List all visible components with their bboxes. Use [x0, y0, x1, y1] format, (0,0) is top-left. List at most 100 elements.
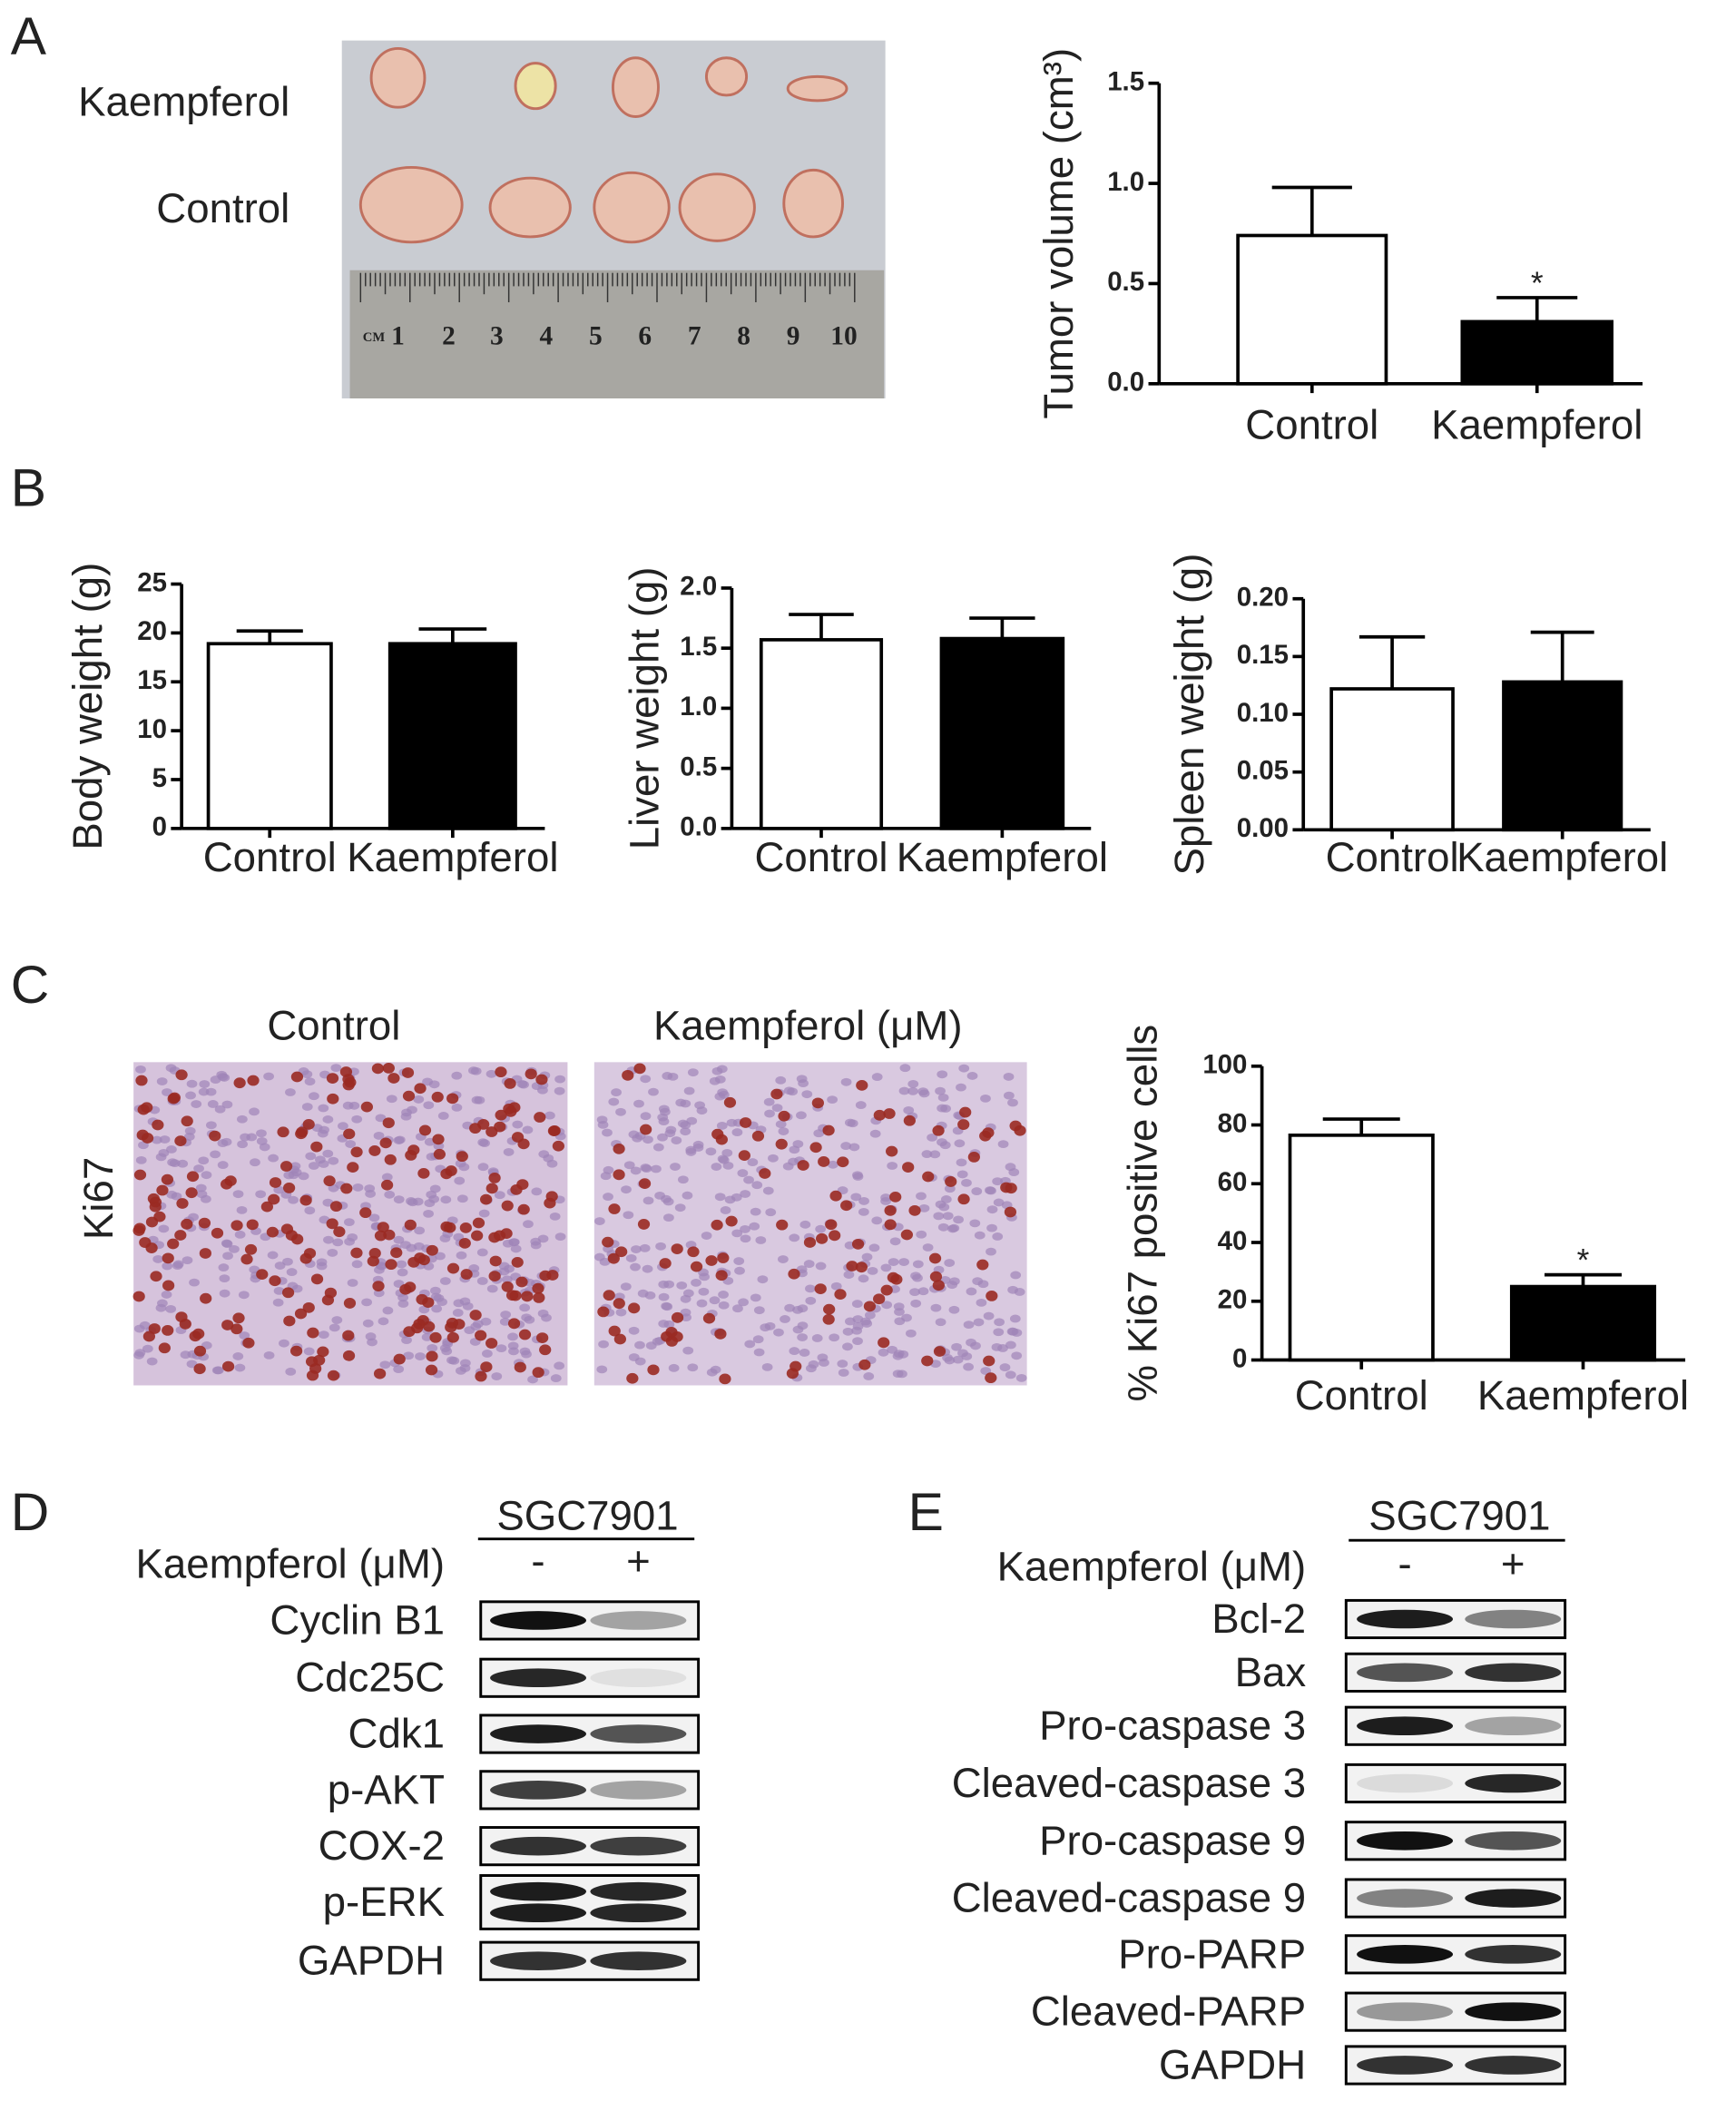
stained-nucleus — [687, 1246, 700, 1258]
cell — [880, 1263, 892, 1272]
cell — [1005, 1163, 1016, 1172]
cell — [415, 1352, 426, 1360]
cell — [439, 1277, 451, 1285]
stained-nucleus — [715, 1270, 728, 1281]
cell — [676, 1281, 688, 1290]
stained-nucleus — [269, 1275, 281, 1287]
stained-nucleus — [221, 1320, 234, 1330]
stained-nucleus — [536, 1332, 549, 1343]
cell — [751, 1181, 763, 1190]
cell — [922, 1243, 934, 1252]
cell — [196, 1190, 208, 1199]
stained-nucleus — [368, 1145, 381, 1156]
stained-nucleus — [671, 1311, 684, 1323]
cell — [977, 1280, 989, 1289]
stained-nucleus — [296, 1126, 309, 1138]
cell — [797, 1321, 809, 1330]
cell — [468, 1066, 479, 1075]
stained-nucleus — [393, 1353, 406, 1365]
stained-nucleus — [192, 1328, 205, 1340]
cell — [763, 1097, 775, 1106]
cell — [750, 1293, 761, 1302]
stained-nucleus — [945, 1176, 957, 1187]
stained-nucleus — [168, 1092, 181, 1104]
stained-nucleus — [825, 1219, 838, 1231]
cell — [328, 1156, 339, 1165]
stained-nucleus — [933, 1346, 946, 1357]
stained-nucleus — [886, 1145, 898, 1157]
cell — [347, 1233, 358, 1242]
stained-nucleus — [873, 1293, 886, 1305]
stained-nucleus — [266, 1226, 279, 1238]
cell — [155, 1153, 167, 1162]
cell — [956, 1158, 967, 1167]
cell — [687, 1363, 699, 1372]
cell — [268, 1154, 279, 1163]
cell — [322, 1115, 334, 1124]
cell — [1009, 1314, 1021, 1323]
blot-row-label: Cdk1 — [348, 1711, 445, 1757]
stained-nucleus — [425, 1364, 438, 1376]
cell — [706, 1368, 718, 1377]
stained-nucleus — [932, 1124, 945, 1136]
cell — [865, 1311, 876, 1320]
cell — [454, 1176, 466, 1185]
cell — [206, 1121, 217, 1130]
y-tick-label: 20 — [1218, 1285, 1248, 1315]
stained-nucleus — [929, 1271, 943, 1282]
x-tick-label: Control — [1245, 401, 1378, 447]
cell — [288, 1195, 299, 1204]
cell — [309, 1092, 319, 1101]
cell — [714, 1075, 726, 1084]
stained-nucleus — [323, 1175, 336, 1187]
cell — [805, 1284, 816, 1293]
cell — [999, 1363, 1011, 1372]
cell — [157, 1299, 168, 1308]
cell — [491, 1372, 503, 1380]
stained-nucleus — [289, 1345, 303, 1357]
cell — [714, 1193, 726, 1202]
cell — [625, 1253, 637, 1262]
cell — [784, 1303, 795, 1312]
cell — [451, 1071, 463, 1080]
cell — [191, 1100, 202, 1108]
cell — [935, 1200, 946, 1209]
stained-nucleus — [472, 1217, 485, 1229]
cell — [752, 1335, 764, 1344]
stained-nucleus — [501, 1281, 514, 1292]
stained-nucleus — [834, 1289, 847, 1300]
cell — [186, 1079, 198, 1088]
stained-nucleus — [374, 1230, 387, 1242]
stained-nucleus — [401, 1067, 415, 1078]
stained-nucleus — [809, 1142, 822, 1154]
cell — [602, 1128, 613, 1137]
lane-label: + — [1501, 1541, 1525, 1587]
cell — [701, 1232, 712, 1240]
cell — [645, 1341, 657, 1350]
cell — [722, 1161, 734, 1170]
tumor — [358, 165, 464, 244]
blot-band — [1357, 1773, 1454, 1793]
stained-nucleus — [135, 1075, 148, 1086]
cell — [152, 1255, 164, 1263]
cell — [799, 1349, 810, 1357]
stained-nucleus — [342, 1350, 356, 1361]
stained-nucleus — [445, 1165, 457, 1176]
cell — [623, 1161, 635, 1170]
cell — [880, 1193, 891, 1203]
panel-label: C — [11, 956, 50, 1015]
cell — [994, 1318, 1005, 1327]
stained-nucleus — [211, 1227, 224, 1239]
cell — [670, 1163, 681, 1171]
cell — [305, 1152, 317, 1161]
blot-band — [490, 1836, 587, 1856]
cell — [283, 1171, 295, 1180]
y-tick-label: 10 — [137, 714, 167, 744]
cell — [530, 1241, 542, 1250]
cell — [764, 1109, 775, 1118]
blot-band — [590, 1881, 687, 1901]
stained-nucleus — [647, 1364, 660, 1376]
cell — [628, 1130, 640, 1139]
stained-nucleus — [433, 1148, 446, 1160]
stained-nucleus — [622, 1069, 634, 1081]
